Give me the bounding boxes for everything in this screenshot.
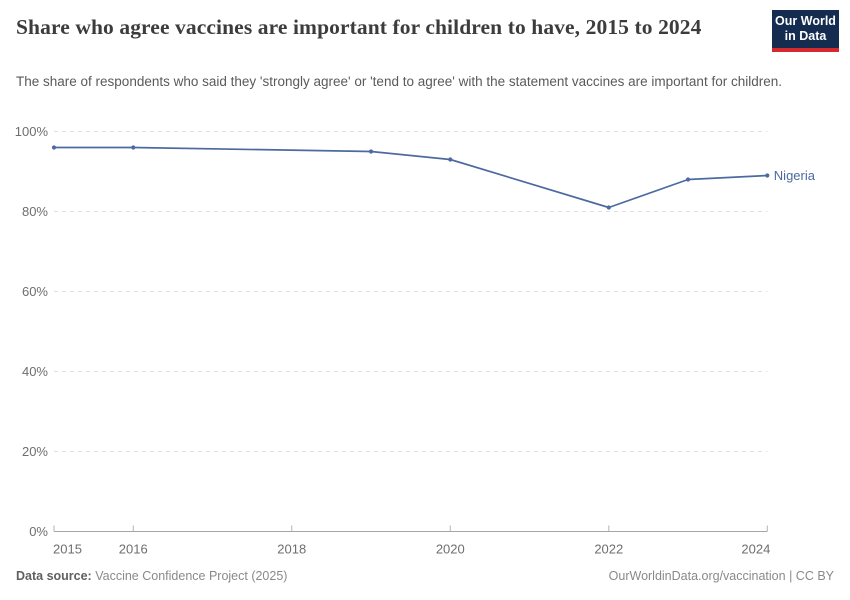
chart-subtitle: The share of respondents who said they '…	[16, 74, 782, 89]
chart-footer: Data source: Vaccine Confidence Project …	[16, 569, 834, 583]
series-line-nigeria	[53, 146, 769, 209]
owid-logo-line1: Our World	[775, 14, 836, 28]
data-point-nigeria-2024	[765, 173, 770, 178]
y-tick-label-20: 20%	[22, 444, 48, 459]
y-tick-label-40: 40%	[22, 364, 48, 379]
x-tick-label-2022: 2022	[594, 542, 623, 557]
attribution-license: | CC BY	[785, 569, 834, 583]
data-point-nigeria-2020	[448, 157, 453, 162]
data-point-nigeria-2023	[685, 177, 691, 182]
data-source: Data source: Vaccine Confidence Project …	[16, 569, 287, 583]
data-source-value: Vaccine Confidence Project (2025)	[95, 569, 288, 583]
data-source-label: Data source:	[16, 569, 92, 583]
owid-logo[interactable]: Our World in Data	[772, 10, 839, 52]
x-tick-label-2018: 2018	[277, 542, 306, 557]
y-tick-label-100: 100%	[15, 124, 49, 139]
y-tick-label-60: 60%	[22, 284, 48, 299]
attribution-link[interactable]: OurWorldinData.org/vaccination	[608, 569, 786, 583]
x-tick-label-2024: 2024	[741, 542, 770, 557]
attribution: OurWorldinData.org/vaccination | CC BY	[609, 569, 834, 583]
data-point-nigeria-2022	[606, 205, 611, 210]
data-point-nigeria-2015	[51, 145, 57, 150]
chart-title: Share who agree vaccines are important f…	[16, 15, 702, 39]
owid-logo-line2: in Data	[784, 29, 827, 43]
data-point-nigeria-2016	[131, 145, 136, 150]
series-label-nigeria[interactable]: Nigeria	[774, 168, 816, 183]
y-tick-label-80: 80%	[22, 204, 48, 219]
y-tick-label-0: 0%	[29, 524, 48, 539]
x-tick-label-2020: 2020	[436, 542, 465, 557]
data-point-nigeria-2019	[368, 149, 374, 154]
x-tick-label-2015: 2015	[53, 542, 82, 557]
x-tick-label-2016: 2016	[119, 542, 148, 557]
